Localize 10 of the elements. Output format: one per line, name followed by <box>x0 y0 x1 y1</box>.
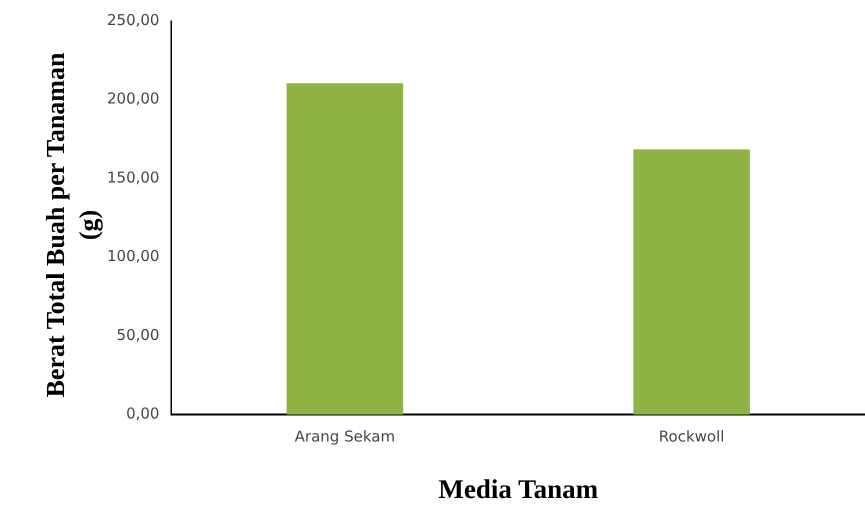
y-tick-label: 100,00 <box>106 247 160 266</box>
y-tick-label: 150,00 <box>106 168 160 186</box>
x-axis-title: Media Tanam <box>438 474 599 504</box>
y-tick-label: 250,00 <box>106 10 160 29</box>
x-tick-label: Arang Sekam <box>294 427 396 446</box>
y-axis-title: Berat Total Buah per Tanaman (g) <box>41 52 103 398</box>
y-tick-label: 200,00 <box>106 90 160 108</box>
x-tick-label: Rockwoll <box>658 427 724 446</box>
y-tick-label: 0,00 <box>126 404 160 422</box>
y-tick-label: 50,00 <box>116 326 160 344</box>
